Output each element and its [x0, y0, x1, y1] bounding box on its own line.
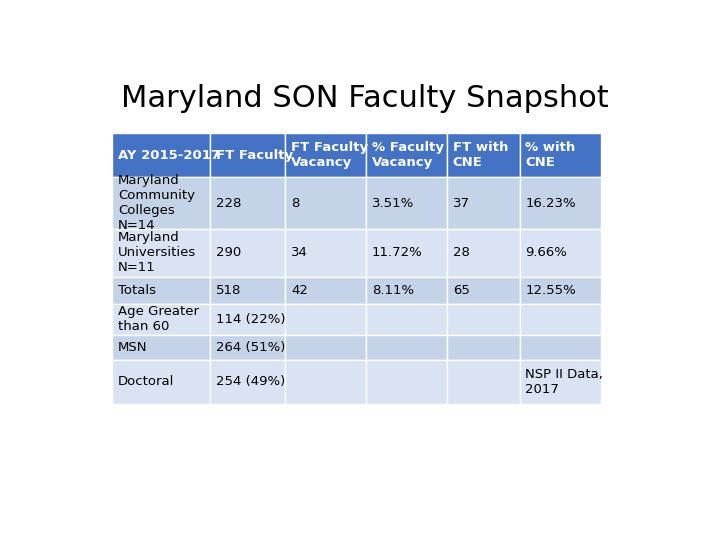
Text: Age Greater
than 60: Age Greater than 60 [118, 306, 199, 334]
Text: 12.55%: 12.55% [526, 284, 576, 297]
Text: 16.23%: 16.23% [526, 197, 576, 210]
FancyBboxPatch shape [366, 229, 447, 277]
FancyBboxPatch shape [285, 277, 366, 304]
FancyBboxPatch shape [366, 277, 447, 304]
Text: 254 (49%): 254 (49%) [215, 375, 285, 388]
Text: 264 (51%): 264 (51%) [215, 341, 285, 354]
FancyBboxPatch shape [112, 304, 210, 335]
FancyBboxPatch shape [210, 229, 285, 277]
FancyBboxPatch shape [210, 304, 285, 335]
Text: % Faculty
Vacancy: % Faculty Vacancy [372, 141, 444, 169]
FancyBboxPatch shape [447, 177, 520, 229]
FancyBboxPatch shape [285, 360, 366, 404]
Text: 228: 228 [215, 197, 241, 210]
Text: 11.72%: 11.72% [372, 246, 423, 259]
FancyBboxPatch shape [520, 229, 600, 277]
FancyBboxPatch shape [447, 277, 520, 304]
Text: 8: 8 [291, 197, 300, 210]
Text: FT Faculty
Vacancy: FT Faculty Vacancy [291, 141, 368, 169]
Text: 3.51%: 3.51% [372, 197, 414, 210]
Text: 518: 518 [215, 284, 241, 297]
FancyBboxPatch shape [447, 360, 520, 404]
Text: 8.11%: 8.11% [372, 284, 414, 297]
Text: Totals: Totals [118, 284, 156, 297]
FancyBboxPatch shape [285, 229, 366, 277]
FancyBboxPatch shape [112, 229, 210, 277]
FancyBboxPatch shape [285, 304, 366, 335]
FancyBboxPatch shape [447, 335, 520, 360]
FancyBboxPatch shape [112, 177, 210, 229]
FancyBboxPatch shape [112, 277, 210, 304]
Text: 42: 42 [291, 284, 307, 297]
Text: 37: 37 [453, 197, 469, 210]
FancyBboxPatch shape [520, 177, 600, 229]
Text: FT Faculty: FT Faculty [215, 148, 292, 162]
FancyBboxPatch shape [366, 133, 447, 177]
FancyBboxPatch shape [366, 335, 447, 360]
FancyBboxPatch shape [520, 335, 600, 360]
FancyBboxPatch shape [520, 277, 600, 304]
Text: 290: 290 [215, 246, 240, 259]
Text: NSP II Data,
2017: NSP II Data, 2017 [526, 368, 603, 396]
FancyBboxPatch shape [366, 360, 447, 404]
FancyBboxPatch shape [112, 133, 210, 177]
FancyBboxPatch shape [520, 133, 600, 177]
FancyBboxPatch shape [285, 133, 366, 177]
Text: 65: 65 [453, 284, 469, 297]
Text: Doctoral: Doctoral [118, 375, 174, 388]
FancyBboxPatch shape [285, 335, 366, 360]
Text: MSN: MSN [118, 341, 148, 354]
FancyBboxPatch shape [447, 304, 520, 335]
Text: 34: 34 [291, 246, 307, 259]
FancyBboxPatch shape [520, 304, 600, 335]
Text: Maryland
Universities
N=11: Maryland Universities N=11 [118, 232, 196, 274]
FancyBboxPatch shape [210, 335, 285, 360]
Text: 9.66%: 9.66% [526, 246, 567, 259]
FancyBboxPatch shape [210, 133, 285, 177]
FancyBboxPatch shape [285, 177, 366, 229]
FancyBboxPatch shape [366, 304, 447, 335]
Text: AY 2015-2017: AY 2015-2017 [118, 148, 220, 162]
FancyBboxPatch shape [210, 360, 285, 404]
Text: Maryland
Community
Colleges
N=14: Maryland Community Colleges N=14 [118, 174, 195, 232]
FancyBboxPatch shape [210, 277, 285, 304]
Text: 114 (22%): 114 (22%) [215, 313, 285, 326]
FancyBboxPatch shape [112, 335, 210, 360]
Text: 28: 28 [453, 246, 469, 259]
Text: FT with
CNE: FT with CNE [453, 141, 508, 169]
FancyBboxPatch shape [447, 133, 520, 177]
FancyBboxPatch shape [447, 229, 520, 277]
FancyBboxPatch shape [366, 177, 447, 229]
Text: % with
CNE: % with CNE [526, 141, 575, 169]
FancyBboxPatch shape [210, 177, 285, 229]
Text: Maryland SON Faculty Snapshot: Maryland SON Faculty Snapshot [121, 84, 608, 112]
FancyBboxPatch shape [520, 360, 600, 404]
FancyBboxPatch shape [112, 360, 210, 404]
